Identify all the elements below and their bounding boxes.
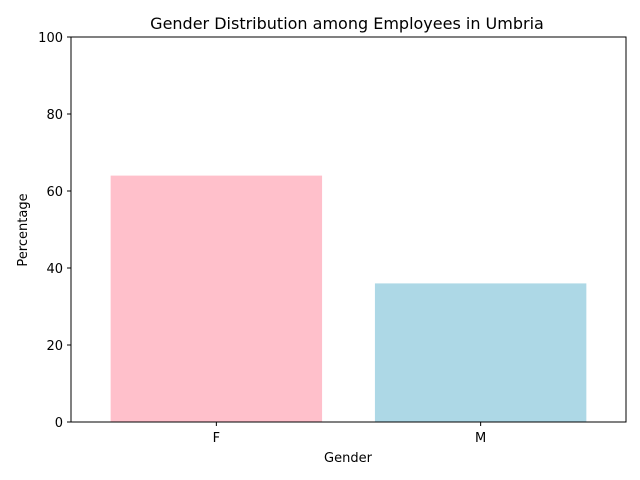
y-axis: 0 20 40 60 80 100: [38, 31, 71, 431]
x-tick-label: F: [213, 431, 220, 446]
bar-m: [374, 283, 587, 422]
x-axis-label: Gender: [324, 451, 373, 466]
y-tick-label: 0: [55, 416, 63, 431]
bar-f: [110, 175, 323, 422]
x-tick-label: M: [475, 431, 486, 446]
bars-group: [110, 175, 587, 422]
y-tick-label: 40: [46, 262, 63, 277]
y-tick-label: 80: [46, 108, 63, 123]
y-tick-label: 60: [46, 185, 63, 200]
y-tick-label: 20: [46, 339, 63, 354]
plot-frame: [70, 36, 627, 423]
chart-title: Gender Distribution among Employees in U…: [150, 14, 544, 33]
y-tick-label: 100: [38, 31, 63, 46]
y-axis-label: Percentage: [16, 193, 31, 266]
